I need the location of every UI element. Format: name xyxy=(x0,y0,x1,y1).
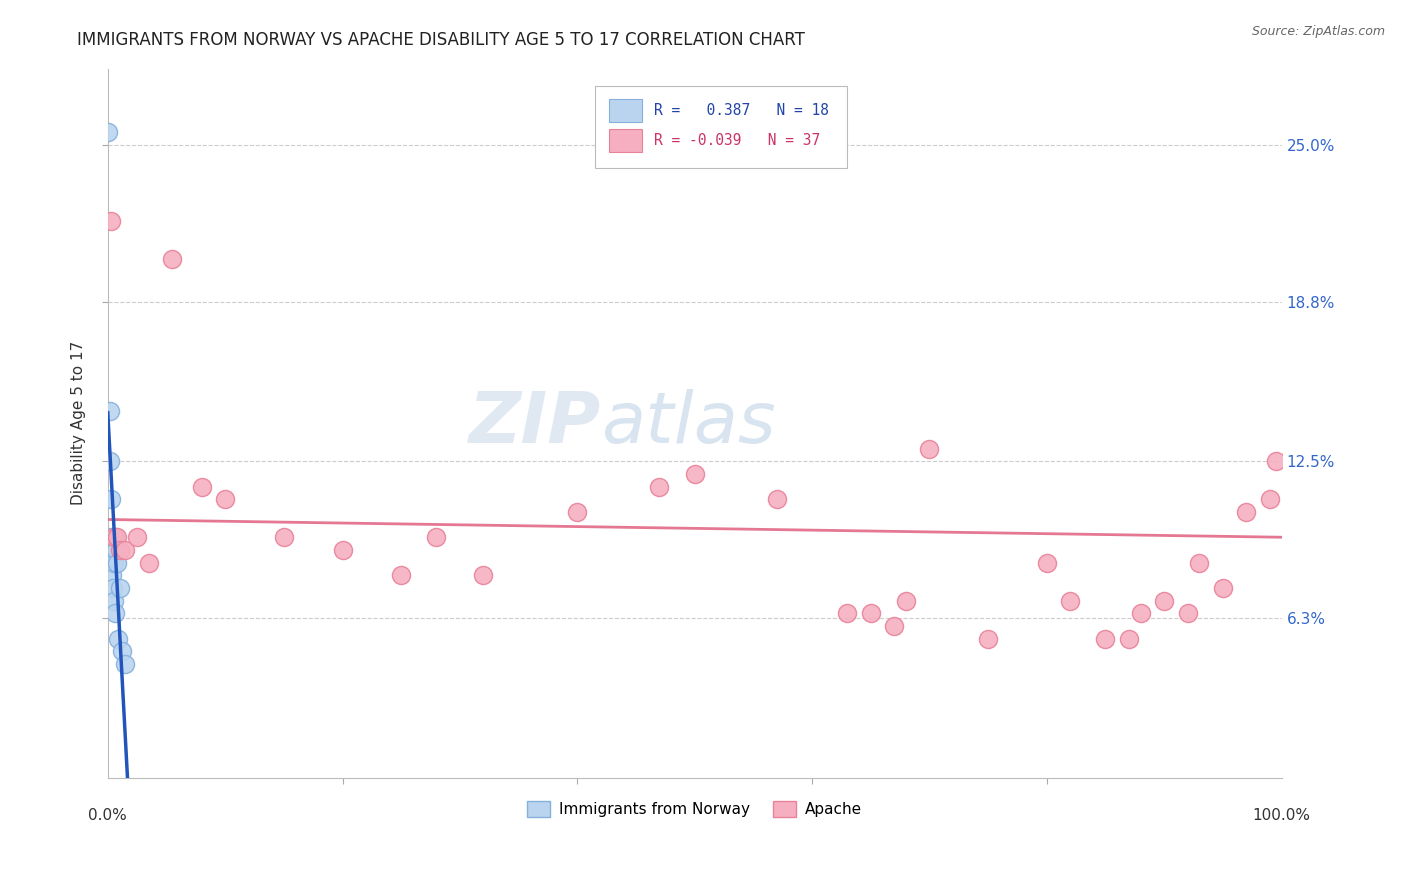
Point xyxy=(859,606,882,620)
Text: 100.0%: 100.0% xyxy=(1253,808,1310,823)
Point xyxy=(108,581,131,595)
Point xyxy=(683,467,706,481)
Point xyxy=(114,542,136,557)
Point xyxy=(567,505,589,519)
Point xyxy=(1264,454,1286,468)
Point xyxy=(1188,556,1211,570)
FancyBboxPatch shape xyxy=(609,128,641,153)
Text: Source: ZipAtlas.com: Source: ZipAtlas.com xyxy=(1251,25,1385,38)
Point xyxy=(332,542,354,557)
FancyBboxPatch shape xyxy=(609,99,641,122)
Point xyxy=(103,593,125,607)
Text: 0.0%: 0.0% xyxy=(89,808,127,823)
Point xyxy=(127,530,149,544)
Point xyxy=(97,125,120,139)
Point xyxy=(1212,581,1234,595)
Point xyxy=(101,568,124,582)
Point xyxy=(104,606,127,620)
Text: ZIP: ZIP xyxy=(468,389,600,458)
Point xyxy=(214,492,236,507)
Point xyxy=(114,657,136,671)
Point xyxy=(977,632,1000,646)
Point xyxy=(1234,505,1257,519)
Point xyxy=(1118,632,1140,646)
Point xyxy=(100,213,122,227)
Point xyxy=(103,530,125,544)
Y-axis label: Disability Age 5 to 17: Disability Age 5 to 17 xyxy=(72,341,86,506)
Text: atlas: atlas xyxy=(600,389,775,458)
Point xyxy=(107,632,129,646)
Point xyxy=(111,644,134,658)
Point xyxy=(1153,593,1175,607)
Point xyxy=(1177,606,1199,620)
Point xyxy=(104,542,127,557)
Point xyxy=(883,619,905,633)
Point xyxy=(1059,593,1081,607)
Point xyxy=(100,530,122,544)
Point xyxy=(162,252,184,266)
Point xyxy=(104,530,127,544)
Point xyxy=(105,530,128,544)
Point xyxy=(648,479,671,493)
Text: IMMIGRANTS FROM NORWAY VS APACHE DISABILITY AGE 5 TO 17 CORRELATION CHART: IMMIGRANTS FROM NORWAY VS APACHE DISABIL… xyxy=(77,31,806,49)
Point xyxy=(105,556,128,570)
Point xyxy=(1094,632,1116,646)
Point xyxy=(894,593,917,607)
Legend: Immigrants from Norway, Apache: Immigrants from Norway, Apache xyxy=(522,796,869,823)
Point xyxy=(138,556,160,570)
Point xyxy=(1129,606,1152,620)
Point xyxy=(108,542,131,557)
Point xyxy=(425,530,447,544)
Text: R = -0.039   N = 37: R = -0.039 N = 37 xyxy=(654,133,820,148)
Point xyxy=(101,542,124,557)
Point xyxy=(273,530,295,544)
Text: R =   0.387   N = 18: R = 0.387 N = 18 xyxy=(654,103,828,118)
FancyBboxPatch shape xyxy=(595,87,848,168)
Point xyxy=(103,556,125,570)
Point xyxy=(472,568,495,582)
Point xyxy=(837,606,859,620)
Point xyxy=(1258,492,1281,507)
Point xyxy=(190,479,212,493)
Point xyxy=(98,454,121,468)
Point xyxy=(918,442,941,456)
Point xyxy=(101,581,124,595)
Point xyxy=(1036,556,1059,570)
Point xyxy=(765,492,787,507)
Point xyxy=(98,403,121,417)
Point xyxy=(100,492,122,507)
Point xyxy=(389,568,412,582)
